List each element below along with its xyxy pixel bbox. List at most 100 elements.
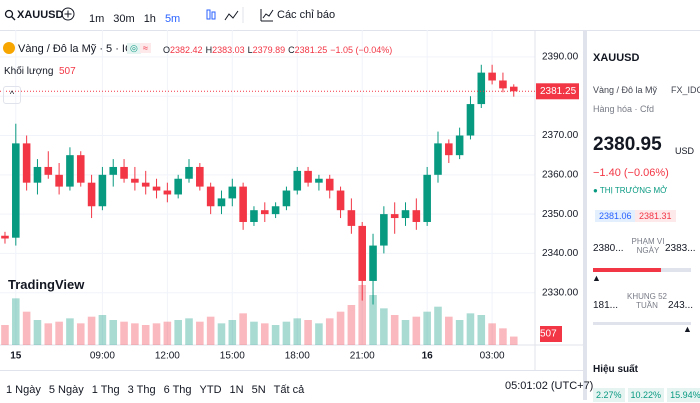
candle-body — [44, 166, 53, 175]
volume-bar — [434, 306, 442, 345]
sb-perf: 2.27% 10.22% 15.94% — [593, 385, 700, 403]
candle-body — [466, 104, 475, 136]
candle-body — [163, 190, 172, 195]
volume-bar — [390, 315, 399, 345]
ohlc-label: L — [247, 45, 253, 55]
candle-body — [423, 174, 431, 222]
candle-body — [488, 72, 496, 81]
volume-legend-value: 507 — [59, 66, 76, 77]
candle-body — [477, 72, 486, 105]
price-tag — [536, 83, 579, 100]
candle-body — [445, 143, 453, 156]
candle-body — [293, 170, 302, 191]
indicator-icon[interactable] — [260, 8, 274, 22]
sb-category: Hàng hóa · Cfd — [593, 104, 655, 114]
volume-bar — [120, 321, 128, 345]
ranges: 1 Ngày 5 Ngày 1 Thg 3 Thg 6 Thg YTD 1N 5N Tất cả — [6, 380, 312, 398]
candle-body — [1, 235, 9, 239]
x-tick-label: 12:00 — [155, 351, 180, 362]
x-tick-label: 16 — [422, 351, 434, 362]
volume-bar — [509, 336, 518, 345]
indicators[interactable]: Các chỉ báo — [277, 9, 336, 21]
symbol[interactable]: XAUUSD — [17, 9, 64, 21]
volume-bar — [412, 316, 421, 345]
x-tick-label: 15 — [10, 351, 22, 362]
candle-body — [66, 155, 74, 187]
candle-body — [185, 166, 193, 179]
volume-tag — [540, 326, 562, 342]
sb-day-marker: ▲ — [592, 273, 601, 283]
perf-value: 10.22% — [627, 388, 665, 402]
candle-body — [434, 143, 442, 175]
range[interactable]: YTD — [199, 384, 222, 396]
sb-bid: 2381.06 — [595, 210, 636, 222]
bottom-bar: 1 Ngày 5 Ngày 1 Thg 3 Thg 6 Thg YTD 1N 5N Tất cả… — [0, 370, 593, 401]
sb-day-high: 2383... — [665, 243, 696, 254]
candle-body — [174, 178, 182, 195]
legend-badge: ≈ — [140, 43, 151, 53]
ohlc-label: C — [288, 45, 295, 55]
logo: TradingView — [8, 277, 85, 292]
candle-body — [87, 182, 96, 207]
candle-body — [22, 143, 31, 183]
sb-year-marker: ▲ — [683, 324, 692, 334]
volume-bar — [22, 311, 31, 345]
range[interactable]: Tất cả — [273, 384, 305, 396]
interval[interactable]: 1h — [143, 13, 156, 25]
range[interactable]: 6 Thg — [163, 384, 192, 396]
volume-bar — [347, 305, 356, 345]
legend-badge: ◎ — [127, 43, 141, 54]
candle-body — [98, 174, 107, 207]
sb-source[interactable]: FX_IDC — [671, 85, 700, 95]
sb-symbol: XAUUSD — [593, 52, 640, 64]
range[interactable]: 5 Ngày — [48, 384, 84, 396]
ohlc-label: H — [205, 45, 213, 55]
volume-bar — [380, 308, 388, 345]
volume-bar — [12, 298, 20, 345]
interval[interactable]: 30m — [113, 13, 135, 25]
volume-bar — [206, 316, 215, 345]
chart-style-icons[interactable] — [205, 7, 255, 23]
candle-body — [239, 186, 247, 222]
sb-price: 2380.95 — [593, 134, 662, 155]
range[interactable]: 1 Ngày — [6, 384, 41, 396]
add-symbol[interactable] — [61, 7, 75, 21]
volume-bar — [217, 323, 226, 345]
candle-body — [196, 166, 204, 187]
volume-bar — [282, 321, 291, 345]
volume-bar — [445, 316, 453, 345]
ohlc-change: −1.05 (−0.04%) — [330, 45, 393, 55]
candle-body — [509, 86, 518, 92]
candle-body — [282, 190, 291, 207]
interval[interactable]: 5m — [164, 13, 181, 25]
y-tick-label: 2390.00 — [542, 52, 579, 63]
range[interactable]: 1N — [229, 384, 244, 396]
legend-name: Vàng / Đô la Mỹ · 5 · ICE — [18, 43, 141, 55]
volume-bar — [163, 321, 172, 345]
volume-bar — [44, 323, 53, 345]
sb-day-low: 2380... — [593, 243, 624, 254]
y-tick-label: 2370.00 — [542, 130, 579, 141]
x-tick-label: 15:00 — [220, 351, 245, 362]
perf-value: 2.27% — [593, 388, 625, 402]
candle-body — [347, 210, 356, 226]
range[interactable]: 5N — [251, 384, 266, 396]
ohlc-value: 2379.89 — [252, 45, 286, 55]
candle-body — [217, 198, 226, 207]
interval[interactable]: 1m — [89, 13, 105, 25]
volume-bar — [87, 316, 96, 345]
volume-bar — [33, 320, 42, 345]
sb-day-bar — [593, 268, 691, 272]
sb-year-high: 243... — [668, 300, 694, 311]
volume-bar — [152, 323, 161, 345]
sb-performance: Hiệu suất — [593, 364, 639, 375]
collapse-button[interactable]: ^ — [3, 86, 21, 104]
candle-body — [380, 214, 388, 246]
range[interactable]: 1 Thg — [91, 384, 120, 396]
volume-bar — [401, 320, 410, 345]
range[interactable]: 3 Thg — [127, 384, 156, 396]
ohlc-label: O — [163, 45, 171, 55]
candle-body — [206, 186, 215, 207]
sb-status: ● THỊ TRƯỜNG MỞ — [593, 186, 667, 195]
